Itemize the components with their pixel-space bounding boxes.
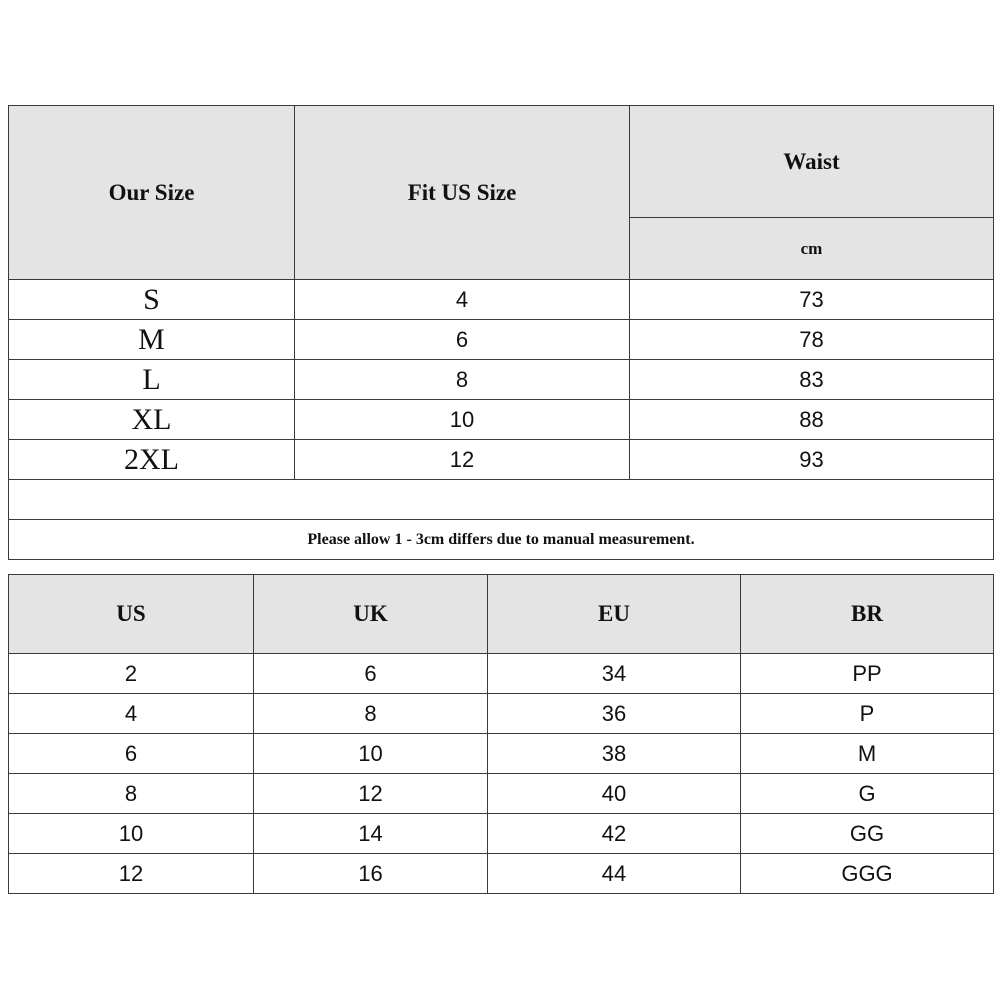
cell-our-size: L	[8, 359, 295, 400]
cell-us: 8	[8, 773, 254, 814]
cell-uk: 16	[253, 853, 488, 894]
cell-br: GGG	[740, 853, 994, 894]
size-row: S 4 73	[8, 279, 994, 320]
cell-waist: 93	[629, 439, 994, 480]
cell-our-size: M	[8, 319, 295, 360]
conversion-row: 6 10 38 M	[8, 733, 994, 774]
header-eu: EU	[487, 574, 741, 654]
cell-fit-us: 6	[294, 319, 630, 360]
header-uk: UK	[253, 574, 488, 654]
cell-eu: 40	[487, 773, 741, 814]
header-br: BR	[740, 574, 994, 654]
cell-eu: 34	[487, 653, 741, 694]
cell-fit-us: 12	[294, 439, 630, 480]
conversion-row: 4 8 36 P	[8, 693, 994, 734]
cell-us: 10	[8, 813, 254, 854]
cell-br: GG	[740, 813, 994, 854]
cell-uk: 8	[253, 693, 488, 734]
size-chart-table: Our Size Fit US Size Waist cm S 4 73 M 6 78 L 8…	[8, 105, 994, 560]
cell-uk: 12	[253, 773, 488, 814]
cell-eu: 38	[487, 733, 741, 774]
cell-our-size: XL	[8, 399, 295, 440]
measurement-note: Please allow 1 - 3cm differs due to manu…	[8, 519, 994, 560]
cell-br: PP	[740, 653, 994, 694]
cell-our-size: S	[8, 279, 295, 320]
cell-waist: 73	[629, 279, 994, 320]
cell-br: G	[740, 773, 994, 814]
size-row: L 8 83	[8, 359, 994, 400]
cell-fit-us: 4	[294, 279, 630, 320]
cell-us: 2	[8, 653, 254, 694]
header-waist: Waist	[629, 105, 994, 218]
cell-waist: 88	[629, 399, 994, 440]
cell-uk: 6	[253, 653, 488, 694]
header-fit-us-size: Fit US Size	[294, 105, 630, 280]
cell-us: 6	[8, 733, 254, 774]
cell-us: 12	[8, 853, 254, 894]
conversion-row: 8 12 40 G	[8, 773, 994, 814]
cell-uk: 14	[253, 813, 488, 854]
cell-fit-us: 8	[294, 359, 630, 400]
conversion-row: 2 6 34 PP	[8, 653, 994, 694]
empty-row	[8, 479, 994, 520]
cell-eu: 42	[487, 813, 741, 854]
cell-us: 4	[8, 693, 254, 734]
header-our-size: Our Size	[8, 105, 295, 280]
cell-br: M	[740, 733, 994, 774]
size-conversion-table: US UK EU BR 2 6 34 PP 4 8 36 P 6 10 38 M 8 12 40 G 10 14 42 GG…	[8, 574, 994, 894]
cell-eu: 44	[487, 853, 741, 894]
cell-our-size: 2XL	[8, 439, 295, 480]
header-us: US	[8, 574, 254, 654]
header-waist-unit: cm	[629, 217, 994, 280]
conversion-row: 12 16 44 GGG	[8, 853, 994, 894]
cell-br: P	[740, 693, 994, 734]
size-row: 2XL 12 93	[8, 439, 994, 480]
conversion-row: 10 14 42 GG	[8, 813, 994, 854]
cell-eu: 36	[487, 693, 741, 734]
cell-waist: 78	[629, 319, 994, 360]
size-row: XL 10 88	[8, 399, 994, 440]
cell-fit-us: 10	[294, 399, 630, 440]
cell-waist: 83	[629, 359, 994, 400]
size-row: M 6 78	[8, 319, 994, 360]
cell-uk: 10	[253, 733, 488, 774]
